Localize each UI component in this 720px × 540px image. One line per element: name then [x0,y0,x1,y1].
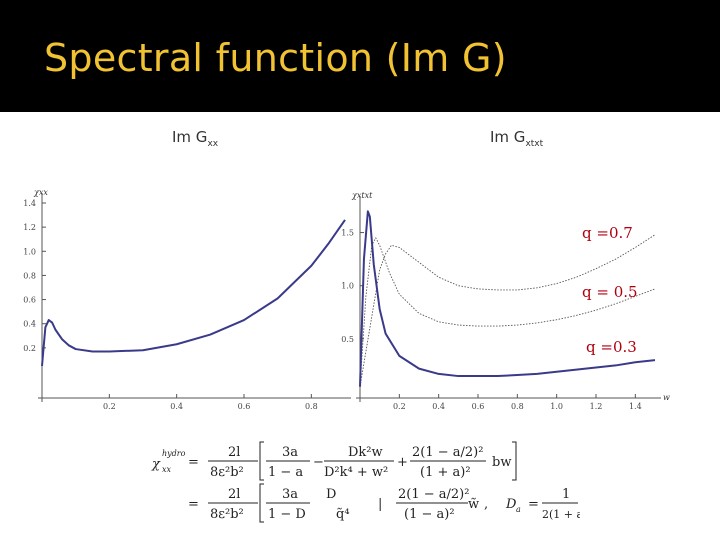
eq2-q4: q̃⁴ [336,507,350,522]
eq-chi-sup: hydro [162,449,186,458]
eq-1ma: 1 − a [268,465,303,480]
eq-chi-sub: xx [162,465,172,474]
eq-minus: − [313,455,324,470]
x-axis-label: w [663,393,670,402]
left-chart-heading: Im Gxx [172,128,218,149]
eq2-2l: 2l [228,487,240,502]
eq2-1ma2: (1 − a)² [404,507,455,522]
eq-2a: 2(1 − a/2)² [412,445,483,460]
series-line-q-0-3 [359,210,656,387]
eq2-da-den: 2(1 + a) [542,508,580,521]
eq-chi: χ [151,457,161,472]
eq-bw: bw [492,455,511,470]
eq-bracket-left [259,441,264,481]
x-tick-label: 1.0 [550,402,563,411]
x-tick-label: 0.4 [170,402,183,411]
eq2-da-num: 1 [562,487,570,502]
y-tick-label: 0.6 [23,296,36,305]
y-tick-label: 0.2 [23,344,36,353]
eq2-3a: 3a [282,487,298,502]
x-tick-label: 0.4 [432,402,445,411]
right-heading-text: Im G [490,128,526,146]
title-bar: Spectral function (Im G) [0,0,720,112]
eq-1pa2: (1 + a)² [420,465,471,480]
eq-8e2b2: 8ε²b² [210,465,244,480]
slide-title: Spectral function (Im G) [44,36,507,80]
eq2-8e2b2: 8ε²b² [210,507,244,522]
left-heading-text: Im G [172,128,208,146]
x-tick-label: 0.2 [103,402,116,411]
eq-equals-1: = [188,455,199,470]
eq-dk2w: Dk²w [348,445,383,460]
eq2-w: w̃ [468,497,479,512]
eq2-comma: , [484,497,488,512]
y-tick-label: 0.5 [341,335,354,344]
legend-q05: q = 0.5 [582,283,638,301]
x-tick-label: 0.2 [393,402,406,411]
y-axis-label: χxtxt [351,191,373,200]
x-tick-label: 0.6 [238,402,251,411]
right-heading-sub: xtxt [525,139,544,149]
y-tick-label: 0.4 [23,320,36,329]
eq-bracket-right [512,441,517,481]
eq2-daq2: D [326,487,336,502]
eq2-1mda: 1 − D [268,507,306,522]
chart-panel-2: 0.5 1.0 1.5 0.2 0.4 0.6 0.8 1.0 1.2 1.4 χxtxt w [341,191,670,411]
eq-d2k4w2: D²k⁴ + w² [324,465,388,480]
eq-equals-2: = [188,497,199,512]
series-line-1 [41,219,346,367]
y-tick-label: 1.2 [23,223,36,232]
eq2-bracket-left [259,483,264,523]
series-line-q-0-5 [359,237,656,387]
x-tick-label: 1.2 [590,402,603,411]
left-heading-sub: xx [207,139,219,149]
x-tick-label: 0.8 [511,402,524,411]
eq2-2a: 2(1 − a/2)² [398,487,469,502]
legend-q03: q =0.3 [586,338,637,356]
eq2-da-eq: = [528,497,539,512]
y-tick-label: 1.5 [341,229,354,238]
y-axis-label: χxx [33,188,48,197]
x-tick-label: 1.4 [629,402,642,411]
equation-block: χ hydro xx = 2l 8ε²b² 3a 1 − a − Dk²w D²… [151,441,580,523]
eq2-bar: | [378,497,382,512]
eq2-da-sub: a [516,505,521,514]
series-line-q-0-7 [359,234,656,387]
y-tick-label: 1.4 [23,199,36,208]
y-tick-label: 1.0 [341,282,354,291]
eq-plus: + [397,455,408,470]
y-tick-label: 1.0 [23,247,36,256]
eq-3a: 3a [282,445,298,460]
chart-panel-1: 0.2 0.4 0.6 0.8 1.0 1.2 1.4 0.2 0.4 0.6 0.8 χxx [23,188,351,411]
y-tick-label: 0.8 [23,271,36,280]
right-chart-heading: Im Gxtxt [490,128,543,149]
legend-q07: q =0.7 [582,224,633,242]
x-tick-label: 0.6 [472,402,485,411]
eq2-da: D [505,497,517,512]
eq-2l: 2l [228,445,240,460]
x-tick-label: 0.8 [305,402,318,411]
